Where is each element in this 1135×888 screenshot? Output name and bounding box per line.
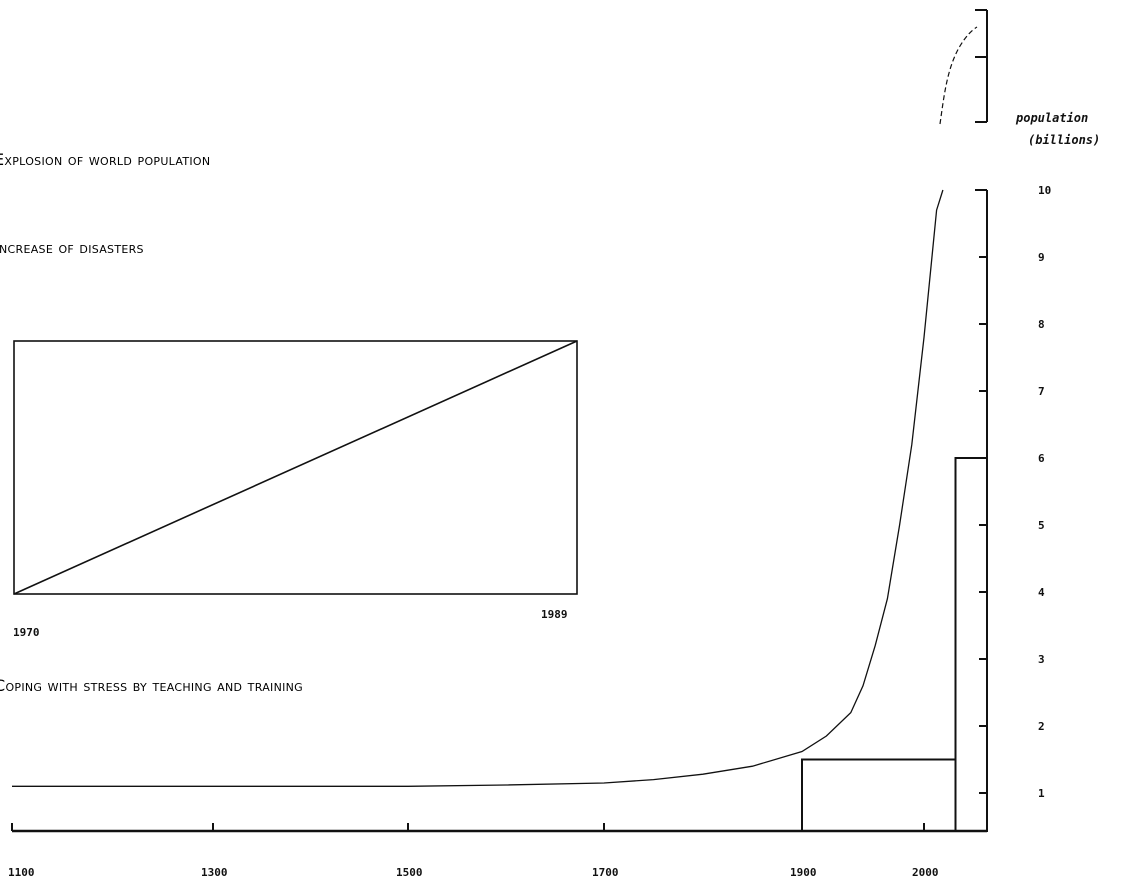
y-tick-label-3: 3 [1038, 653, 1045, 666]
heading-coping: Coping with stress by teaching and train… [0, 676, 303, 695]
axes [11, 9, 988, 833]
heading-disasters: Increase of disasters [0, 238, 144, 257]
inset-x-label-start: 1970 [13, 626, 40, 639]
period-boxes [801, 457, 988, 832]
population-series [12, 26, 978, 787]
x-tick-label-1100: 1100 [8, 866, 35, 879]
y-tick-label-6: 6 [1038, 452, 1045, 465]
y-tick-label-8: 8 [1038, 318, 1045, 331]
y-tick-label-4: 4 [1038, 586, 1045, 599]
period-box-2 [954, 457, 988, 832]
population-line-projection [939, 26, 978, 125]
disasters-line [13, 340, 578, 595]
population-line [12, 189, 944, 787]
x-tick-label-1900: 1900 [790, 866, 817, 879]
inset-x-label-end: 1989 [541, 608, 568, 621]
x-tick-label-2000: 2000 [912, 866, 939, 879]
x-tick-label-1700: 1700 [592, 866, 619, 879]
y-tick-label-7: 7 [1038, 385, 1045, 398]
y-axis-unit-line-2: (billions) [1028, 133, 1100, 147]
y-tick-label-1: 1 [1038, 787, 1045, 800]
period-box-1 [801, 758, 957, 832]
x-tick-label-1300: 1300 [201, 866, 228, 879]
y-tick-label-2: 2 [1038, 720, 1045, 733]
disasters-inset [13, 340, 578, 595]
disasters-inset-frame [13, 340, 578, 595]
tick-labels: 1100 1300 1500 1700 1900 2000 1 2 3 4 5 6 7 8 9 10 popul… [8, 111, 1100, 879]
y-tick-label-5: 5 [1038, 519, 1045, 532]
y-tick-label-10: 10 [1038, 184, 1051, 197]
y-tick-label-9: 9 [1038, 251, 1045, 264]
heading-explosion: Explosion of world population [0, 150, 210, 169]
x-tick-label-1500: 1500 [396, 866, 423, 879]
y-axis-unit-line-1: population [1015, 111, 1088, 125]
